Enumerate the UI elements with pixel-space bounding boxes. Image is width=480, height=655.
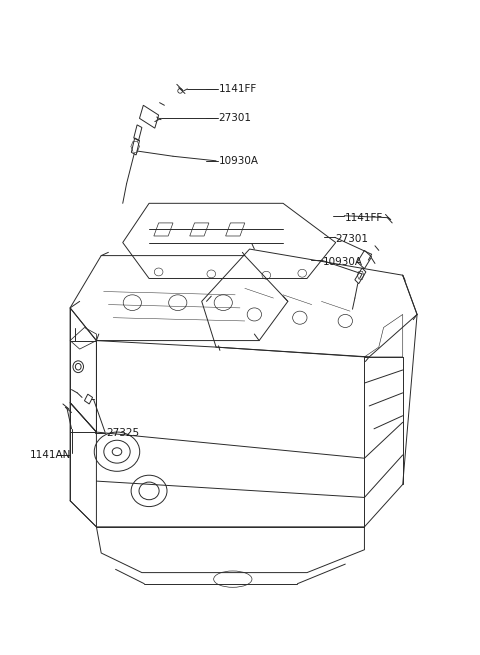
- Text: 1141AN: 1141AN: [29, 450, 71, 460]
- Text: 27301: 27301: [336, 234, 369, 244]
- Text: 27301: 27301: [218, 113, 252, 123]
- Text: 1141FF: 1141FF: [218, 84, 257, 94]
- Text: 1141FF: 1141FF: [345, 213, 384, 223]
- Text: 10930A: 10930A: [218, 156, 258, 166]
- Text: 10930A: 10930A: [323, 257, 362, 267]
- Text: 27325: 27325: [106, 428, 139, 438]
